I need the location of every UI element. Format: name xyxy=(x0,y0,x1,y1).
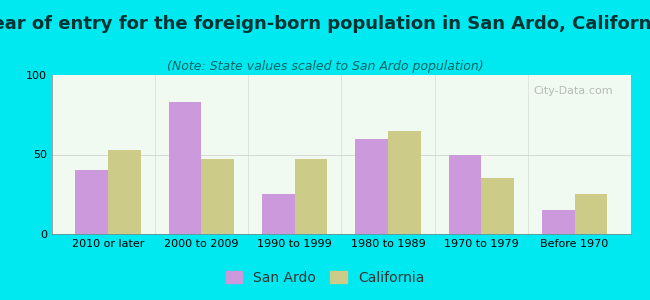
Bar xyxy=(108,150,140,234)
Bar xyxy=(202,159,234,234)
Bar xyxy=(294,159,327,234)
Bar xyxy=(448,154,481,234)
Bar xyxy=(388,130,421,234)
Bar xyxy=(75,170,108,234)
Bar xyxy=(481,178,514,234)
Bar xyxy=(262,194,294,234)
Bar xyxy=(542,210,575,234)
Bar xyxy=(356,139,388,234)
Text: City-Data.com: City-Data.com xyxy=(534,86,613,96)
Text: Year of entry for the foreign-born population in San Ardo, California: Year of entry for the foreign-born popul… xyxy=(0,15,650,33)
Bar xyxy=(168,102,202,234)
Text: (Note: State values scaled to San Ardo population): (Note: State values scaled to San Ardo p… xyxy=(166,60,484,73)
Bar xyxy=(575,194,607,234)
Legend: San Ardo, California: San Ardo, California xyxy=(220,265,430,290)
